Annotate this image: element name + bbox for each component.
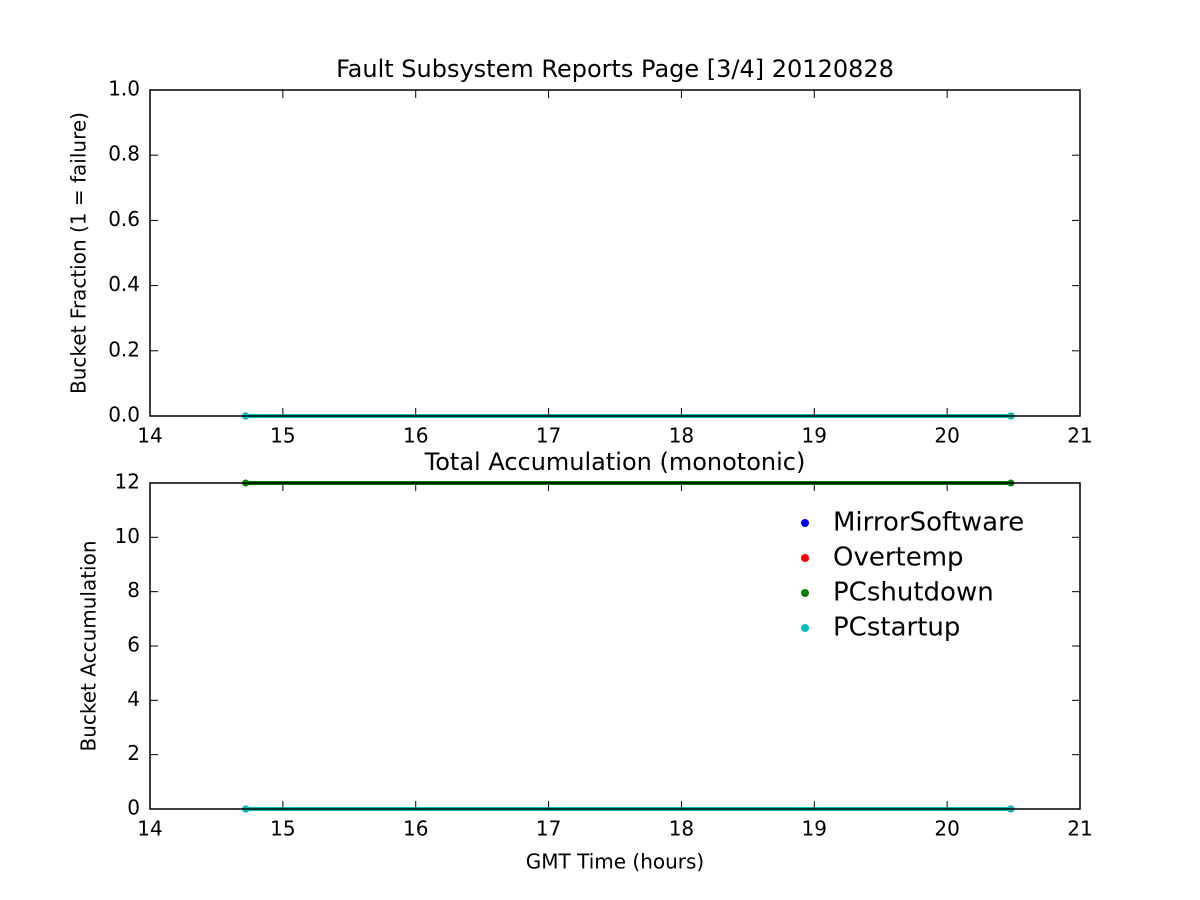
legend-marker — [801, 589, 809, 597]
x-tick-label: 20 — [934, 424, 959, 448]
legend-label: MirrorSoftware — [833, 508, 1024, 538]
legend-marker — [801, 554, 809, 562]
x-tick-label: 15 — [270, 817, 295, 841]
y-tick-label: 0 — [127, 796, 140, 820]
x-tick-label: 18 — [669, 817, 694, 841]
x-tick-label: 17 — [536, 424, 561, 448]
y-tick-label: 0.4 — [108, 272, 140, 296]
x-tick-label: 21 — [1067, 424, 1092, 448]
y-tick-label: 0.0 — [108, 403, 140, 427]
x-tick-label: 21 — [1067, 817, 1092, 841]
y-tick-label: 0.6 — [108, 207, 140, 231]
x-tick-label: 16 — [403, 424, 428, 448]
axes-frame — [149, 89, 1081, 417]
x-tick-label: 18 — [669, 424, 694, 448]
legend-label: PCshutdown — [833, 578, 994, 608]
chart-title: Total Accumulation (monotonic) — [424, 448, 806, 476]
legend-marker — [801, 624, 809, 632]
x-tick-label: 14 — [137, 817, 162, 841]
y-tick-label: 2 — [127, 741, 140, 765]
x-tick-label: 20 — [934, 817, 959, 841]
y-tick-label: 0.2 — [108, 337, 140, 361]
legend-marker — [801, 519, 809, 527]
x-axis-label: GMT Time (hours) — [526, 850, 704, 874]
y-axis-label: Bucket Fraction (1 = failure) — [67, 112, 91, 394]
y-tick-label: 10 — [115, 524, 140, 548]
y-tick-label: 8 — [127, 578, 140, 602]
y-tick-label: 6 — [127, 633, 140, 657]
legend-label: Overtemp — [833, 543, 964, 573]
x-tick-label: 19 — [802, 817, 827, 841]
y-tick-label: 0.8 — [108, 142, 140, 166]
y-tick-label: 1.0 — [108, 77, 140, 101]
x-tick-label: 17 — [536, 817, 561, 841]
y-tick-label: 4 — [127, 687, 140, 711]
y-axis-label: Bucket Accumulation — [77, 540, 101, 751]
y-tick-label: 12 — [115, 470, 140, 494]
x-tick-label: 16 — [403, 817, 428, 841]
chart-title: Fault Subsystem Reports Page [3/4] 20120… — [336, 55, 894, 83]
x-tick-label: 14 — [137, 424, 162, 448]
legend-label: PCstartup — [833, 613, 960, 643]
x-tick-label: 15 — [270, 424, 295, 448]
x-tick-label: 19 — [802, 424, 827, 448]
